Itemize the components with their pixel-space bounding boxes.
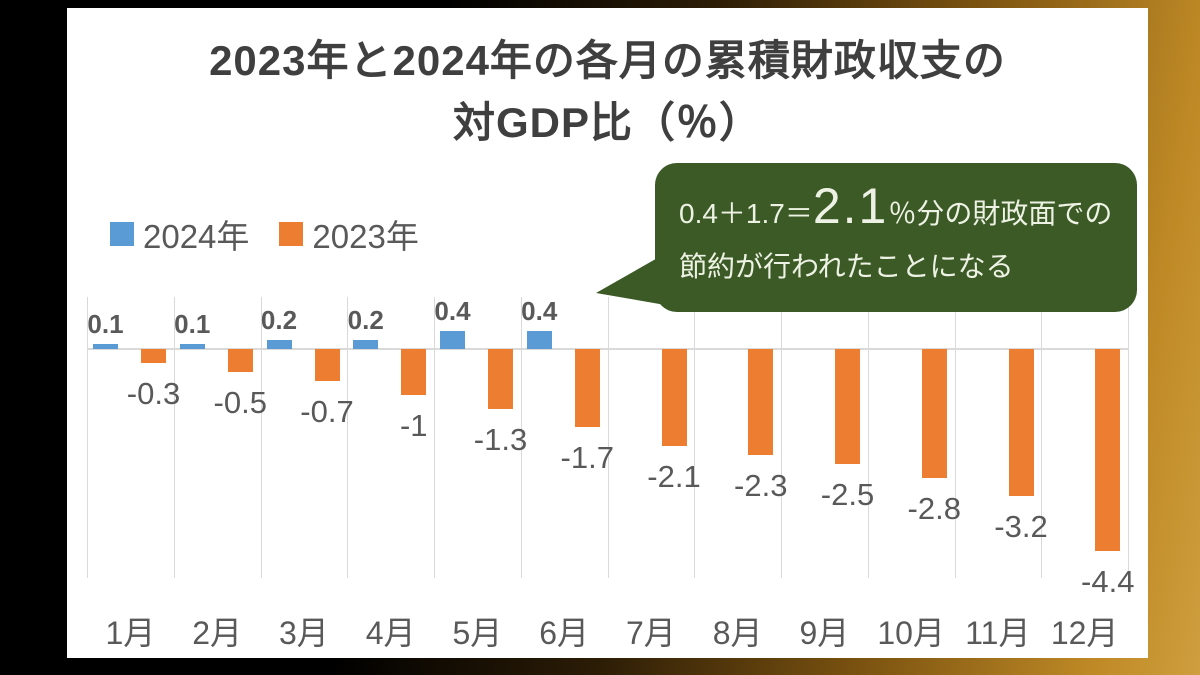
value-label-2024: 0.1 bbox=[174, 309, 211, 339]
chart-title: 2023年と2024年の各月の累積財政収支の 対GDP比（％） bbox=[67, 30, 1148, 154]
value-label-2023: -0.5 bbox=[213, 385, 267, 420]
value-label-2024: 0.4 bbox=[521, 296, 558, 326]
x-axis-label: 6月 bbox=[539, 615, 590, 651]
x-axis-label: 12月 bbox=[1050, 615, 1119, 651]
category-gridline bbox=[520, 297, 522, 578]
value-label-2023: -2.1 bbox=[647, 459, 701, 494]
legend-swatch-2023-icon bbox=[279, 222, 304, 246]
bar-2024 bbox=[440, 331, 465, 349]
bar-2023 bbox=[141, 349, 166, 363]
category-gridline bbox=[867, 297, 869, 578]
value-label-2024: 0.4 bbox=[434, 296, 471, 326]
category-gridline bbox=[781, 297, 782, 578]
x-axis-label: 2月 bbox=[192, 615, 243, 651]
callout-result-value: 2.1 bbox=[812, 178, 889, 234]
x-axis-label: 5月 bbox=[452, 615, 503, 651]
bar-2023 bbox=[661, 349, 687, 446]
bar-2023 bbox=[1095, 349, 1121, 551]
callout-line1: 0.4＋1.7＝2.1％分の財政面での bbox=[679, 177, 1137, 235]
bar-2023 bbox=[401, 349, 427, 395]
legend-swatch-2024-icon bbox=[110, 222, 134, 246]
value-label-2024: 0.1 bbox=[87, 309, 124, 339]
category-gridline bbox=[347, 297, 349, 578]
value-label-2024: 0.2 bbox=[260, 305, 298, 335]
x-axis-label: 4月 bbox=[365, 615, 416, 651]
category-gridline bbox=[954, 297, 956, 578]
value-label-2024: 0.2 bbox=[347, 305, 384, 335]
category-gridline bbox=[434, 297, 435, 578]
x-axis-label: 11月 bbox=[965, 615, 1031, 651]
bar-2023 bbox=[574, 349, 600, 427]
chart-title-line1: 2023年と2024年の各月の累積財政収支の bbox=[209, 37, 1006, 84]
bar-2023 bbox=[1008, 349, 1034, 496]
bar-2024 bbox=[179, 344, 205, 349]
legend-label-2023: 2023年 bbox=[312, 218, 419, 255]
value-label-2023: -1 bbox=[399, 408, 428, 443]
category-gridline bbox=[1128, 297, 1129, 578]
category-gridline bbox=[87, 297, 88, 578]
value-label-2023: -2.5 bbox=[820, 477, 875, 512]
legend-item-2023: 2023年 bbox=[279, 210, 419, 258]
callout-line2: 節約が行われたことになる bbox=[679, 251, 1014, 282]
legend: 2024年 2023年 bbox=[110, 210, 419, 258]
bar-2024 bbox=[93, 344, 118, 349]
category-gridline bbox=[260, 297, 262, 578]
category-gridline bbox=[607, 297, 609, 578]
x-axis-label: 9月 bbox=[799, 615, 850, 651]
bar-2023 bbox=[921, 349, 947, 478]
chart-title-line2: 対GDP比（％） bbox=[452, 99, 762, 146]
callout-equation-suffix: ％分の財政面での bbox=[888, 198, 1113, 229]
callout-bubble: 0.4＋1.7＝2.1％分の財政面での 節約が行われたことになる bbox=[655, 163, 1137, 312]
callout-equation-prefix: 0.4＋1.7＝ bbox=[679, 198, 813, 229]
x-axis-label: 1月 bbox=[105, 615, 156, 651]
bar-2023 bbox=[835, 349, 860, 464]
bar-2023 bbox=[748, 349, 774, 455]
bar-2023 bbox=[314, 349, 340, 381]
value-label-2023: -0.7 bbox=[300, 394, 354, 429]
bar-2023 bbox=[488, 349, 513, 409]
value-label-2023: -1.7 bbox=[560, 440, 614, 475]
legend-item-2024: 2024年 bbox=[110, 210, 249, 258]
bar-2024 bbox=[526, 331, 552, 349]
category-gridline bbox=[173, 297, 175, 578]
plot-area: 0.1 -0.3 1月 0.1 -0.5 2月 0.2 -0.7 3月 0.2 -1 4月 0.4 -1.… bbox=[67, 8, 1148, 658]
x-axis-label: 8月 bbox=[712, 615, 763, 651]
x-axis-label: 3月 bbox=[278, 615, 329, 651]
value-label-2023: -3.2 bbox=[994, 509, 1048, 544]
category-gridline bbox=[1041, 297, 1043, 578]
legend-label-2024: 2024年 bbox=[143, 218, 250, 255]
category-gridline bbox=[694, 297, 696, 578]
bar-2024 bbox=[266, 340, 292, 349]
value-label-2023: -0.3 bbox=[126, 376, 181, 411]
chart-card: 2023年と2024年の各月の累積財政収支の 対GDP比（％） 2024年 20… bbox=[67, 8, 1148, 658]
x-axis-label: 10月 bbox=[877, 615, 945, 651]
bar-2023 bbox=[227, 349, 253, 372]
value-label-2023: -1.3 bbox=[473, 422, 528, 457]
value-label-2023: -4.4 bbox=[1081, 564, 1135, 599]
bar-2024 bbox=[353, 340, 379, 349]
value-label-2023: -2.3 bbox=[734, 468, 788, 503]
value-label-2023: -2.8 bbox=[907, 491, 961, 526]
x-axis-label: 7月 bbox=[625, 615, 676, 651]
